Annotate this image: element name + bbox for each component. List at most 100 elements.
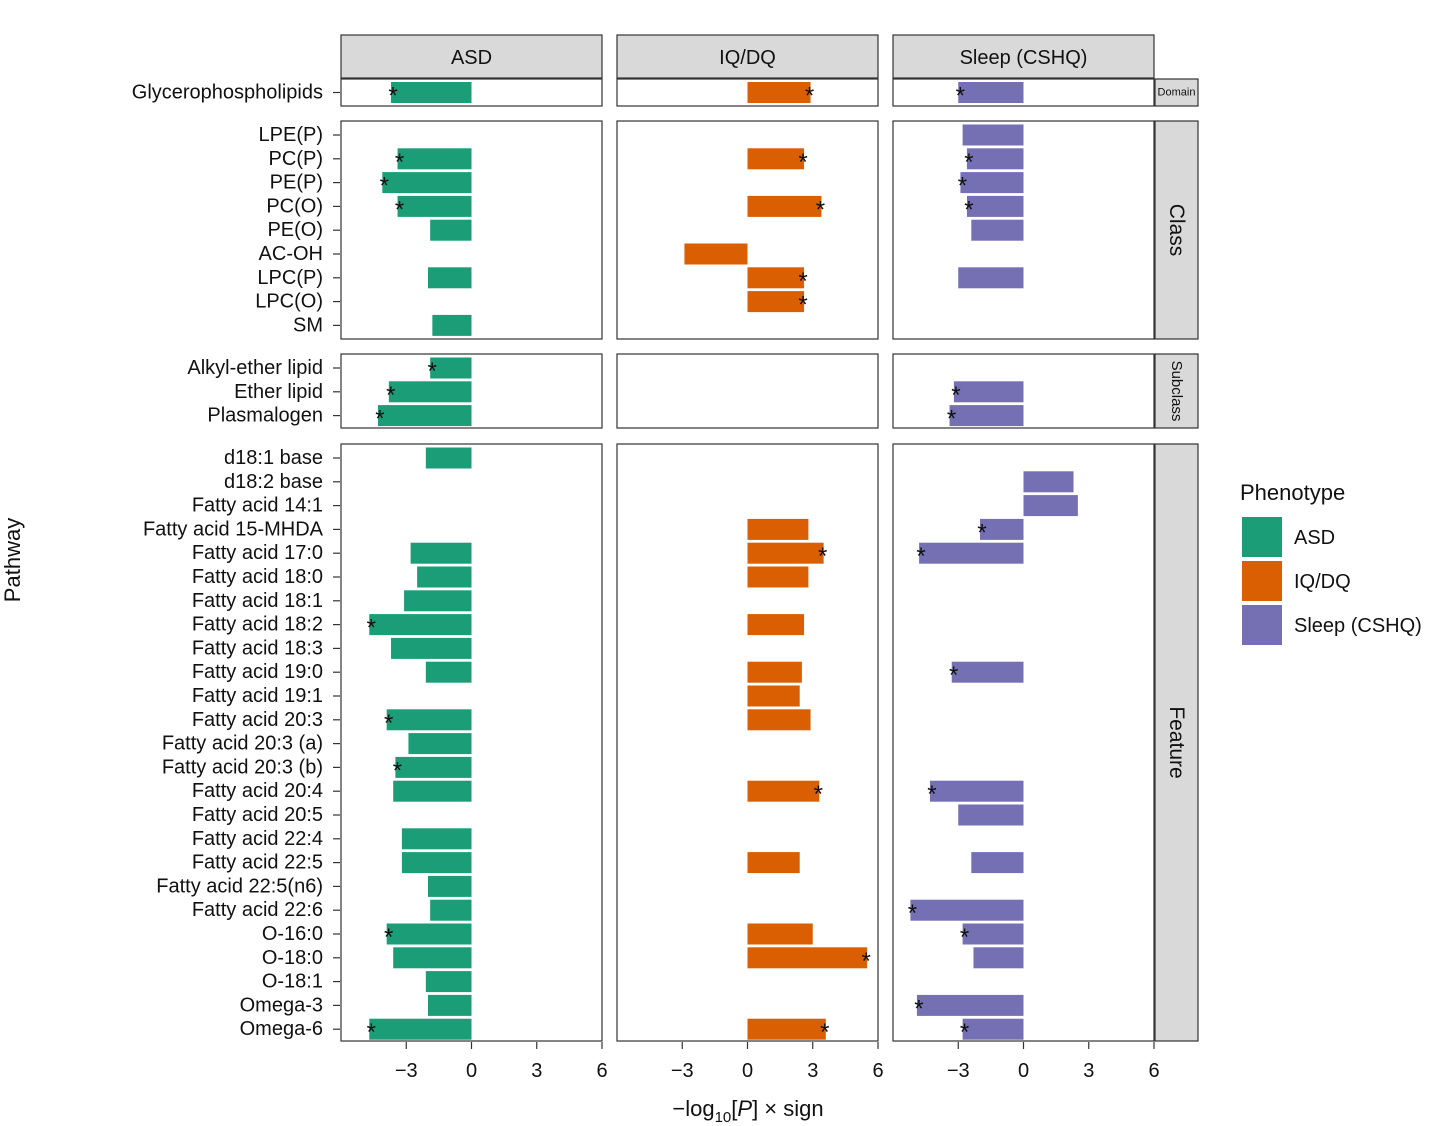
category-label-fatty-acid-20-4: Fatty acid 20:4 <box>192 780 323 802</box>
category-label-lpe-p: LPE(P) <box>259 124 323 146</box>
bar-asd-o-16-0 <box>386 923 472 945</box>
category-label-fatty-acid-18-1: Fatty acid 18:1 <box>192 590 323 612</box>
category-label-fatty-acid-15-mhda: Fatty acid 15-MHDA <box>143 518 324 540</box>
legend-swatch-iq-dq <box>1242 561 1282 601</box>
bar-sleep-cshq-plasmalogen <box>949 405 1024 427</box>
category-label-fatty-acid-22-6: Fatty acid 22:6 <box>192 899 323 921</box>
significance-marker-sleep-cshq-fatty-acid-15-mhda: * <box>977 519 986 546</box>
bar-sleep-cshq-glycerophospholipids <box>958 82 1024 103</box>
bar-asd-pe-p <box>382 172 472 194</box>
facet-strips: ASD IQ/DQ Sleep (CSHQ) Domain Class Subclass F… <box>340 34 1199 1042</box>
bar-asd-pe-o <box>430 219 472 241</box>
bar-sleep-cshq-pc-o <box>966 195 1024 217</box>
x-tick-label: 3 <box>807 1060 818 1082</box>
bar-iq-dq-fatty-acid-20-4 <box>747 780 820 802</box>
row-label-class: Class <box>1165 204 1188 257</box>
significance-marker-sleep-cshq-fatty-acid-20-4: * <box>927 781 936 808</box>
y-axis-title: Pathway <box>0 518 25 602</box>
category-label-o-18-0: O-18:0 <box>262 947 323 969</box>
bar-asd-glycerophospholipids <box>391 82 472 103</box>
panel-domain-asd: * <box>340 78 603 110</box>
x-axis-asd: −3 0 3 6 <box>395 1042 608 1082</box>
significance-marker-asd-glycerophospholipids: * <box>388 83 397 110</box>
x-tick-label: 0 <box>1018 1060 1029 1082</box>
bar-sleep-cshq-ether-lipid <box>953 381 1024 403</box>
bar-asd-o-18-0 <box>393 947 472 969</box>
significance-marker-iq-dq-lpc-o: * <box>798 292 807 319</box>
bar-asd-ether-lipid <box>388 381 472 403</box>
significance-marker-iq-dq-omega-6: * <box>820 1019 829 1046</box>
significance-marker-sleep-cshq-glycerophospholipids: * <box>956 83 965 110</box>
category-label-ac-oh: AC-OH <box>259 243 323 265</box>
facet-label-iq-dq: IQ/DQ <box>719 47 776 69</box>
significance-marker-sleep-cshq-omega-3: * <box>914 995 923 1022</box>
legend: Phenotype ASD IQ/DQ Sleep (CSHQ) <box>1240 480 1422 645</box>
bar-asd-pc-o <box>397 195 472 217</box>
facet-panels: * * ********************************* <box>340 78 1155 1046</box>
x-tick-label: 3 <box>1083 1060 1094 1082</box>
category-label-fatty-acid-20-3-b: Fatty acid 20:3 (b) <box>162 756 323 778</box>
bar-asd-o-18-1 <box>425 971 472 993</box>
row-label-subclass: Subclass <box>1168 361 1185 422</box>
x-axes: −3 0 3 6 −3 0 3 6 −3 0 3 6 <box>395 1042 1160 1082</box>
bar-asd-omega-6 <box>369 1018 472 1040</box>
bar-iq-dq-fatty-acid-17-0 <box>747 542 824 564</box>
category-label-lpc-p: LPC(P) <box>257 267 323 289</box>
bar-sleep-cshq-pe-o <box>971 219 1024 241</box>
x-tick-label: 3 <box>531 1060 542 1082</box>
bar-sleep-cshq-d18-2-base <box>1023 471 1074 493</box>
bar-asd-lpc-p <box>428 267 472 289</box>
panel-domain-iq-dq: * <box>616 78 879 110</box>
legend-label-asd: ASD <box>1294 527 1335 549</box>
significance-marker-asd-omega-6: * <box>367 1019 376 1046</box>
panel-subclass-asd: *** <box>340 353 603 433</box>
x-tick-label: 6 <box>872 1060 883 1082</box>
bar-asd-fatty-acid-20-4 <box>393 780 472 802</box>
bar-iq-dq-pc-o <box>747 195 822 217</box>
bar-asd-fatty-acid-22-5-n6 <box>428 875 472 897</box>
legend-swatch-sleep-cshq <box>1242 605 1282 645</box>
bar-asd-fatty-acid-18-2 <box>369 614 472 636</box>
bar-asd-alkyl-ether-lipid <box>430 357 472 379</box>
panel-feature-sleep-cshq: * * * * * * * * <box>892 443 1155 1046</box>
row-label-domain: Domain <box>1158 87 1196 99</box>
bar-sleep-cshq-fatty-acid-17-0 <box>919 542 1024 564</box>
category-label-fatty-acid-22-5: Fatty acid 22:5 <box>192 852 323 874</box>
category-label-pe-p: PE(P) <box>270 172 323 194</box>
category-label-d18-2-base: d18:2 base <box>224 471 323 493</box>
significance-marker-asd-fatty-acid-20-3-b: * <box>393 757 402 784</box>
bar-iq-dq-omega-6 <box>747 1018 826 1040</box>
category-label-fatty-acid-18-2: Fatty acid 18:2 <box>192 614 323 636</box>
category-label-glycerophospholipids: Glycerophospholipids <box>132 82 323 104</box>
legend-items: ASD IQ/DQ Sleep (CSHQ) <box>1242 517 1422 645</box>
bar-iq-dq-glycerophospholipids <box>747 82 811 103</box>
significance-marker-asd-fatty-acid-18-2: * <box>367 615 376 642</box>
significance-marker-iq-dq-lpc-p: * <box>798 268 807 295</box>
significance-marker-asd-alkyl-ether-lipid: * <box>428 358 437 385</box>
x-axis-title-part-subscript: 10 <box>715 1109 732 1126</box>
bar-asd-fatty-acid-20-3-b <box>395 756 472 778</box>
bar-asd-fatty-acid-19-0 <box>425 661 472 683</box>
x-tick-label: −3 <box>395 1060 418 1082</box>
x-tick-label: 0 <box>466 1060 477 1082</box>
category-label-alkyl-ether-lipid: Alkyl-ether lipid <box>187 357 323 379</box>
significance-marker-asd-pc-p: * <box>395 149 404 176</box>
bar-asd-fatty-acid-20-3 <box>386 709 472 731</box>
significance-marker-sleep-cshq-pe-p: * <box>958 173 967 200</box>
category-label-pe-o: PE(O) <box>267 219 323 241</box>
significance-marker-asd-pc-o: * <box>395 196 404 223</box>
bar-asd-plasmalogen <box>377 405 472 427</box>
facet-label-asd: ASD <box>451 47 492 69</box>
category-label-ether-lipid: Ether lipid <box>234 381 323 403</box>
bar-iq-dq-fatty-acid-19-0 <box>747 661 802 683</box>
bar-sleep-cshq-pc-p <box>966 148 1024 170</box>
panel-class-iq-dq: **** <box>616 120 879 340</box>
bar-sleep-cshq-fatty-acid-14-1 <box>1023 495 1078 517</box>
category-label-fatty-acid-18-0: Fatty acid 18:0 <box>192 566 323 588</box>
panel-subclass-sleep-cshq: ** <box>892 353 1155 433</box>
category-labels: Glycerophospholipids LPE(P)PC(P)PE(P)PC(O… <box>132 82 340 1040</box>
facet-strip-sleep-cshq <box>892 34 1155 79</box>
significance-marker-iq-dq-fatty-acid-17-0: * <box>818 543 827 570</box>
bar-asd-fatty-acid-22-4 <box>401 828 472 850</box>
